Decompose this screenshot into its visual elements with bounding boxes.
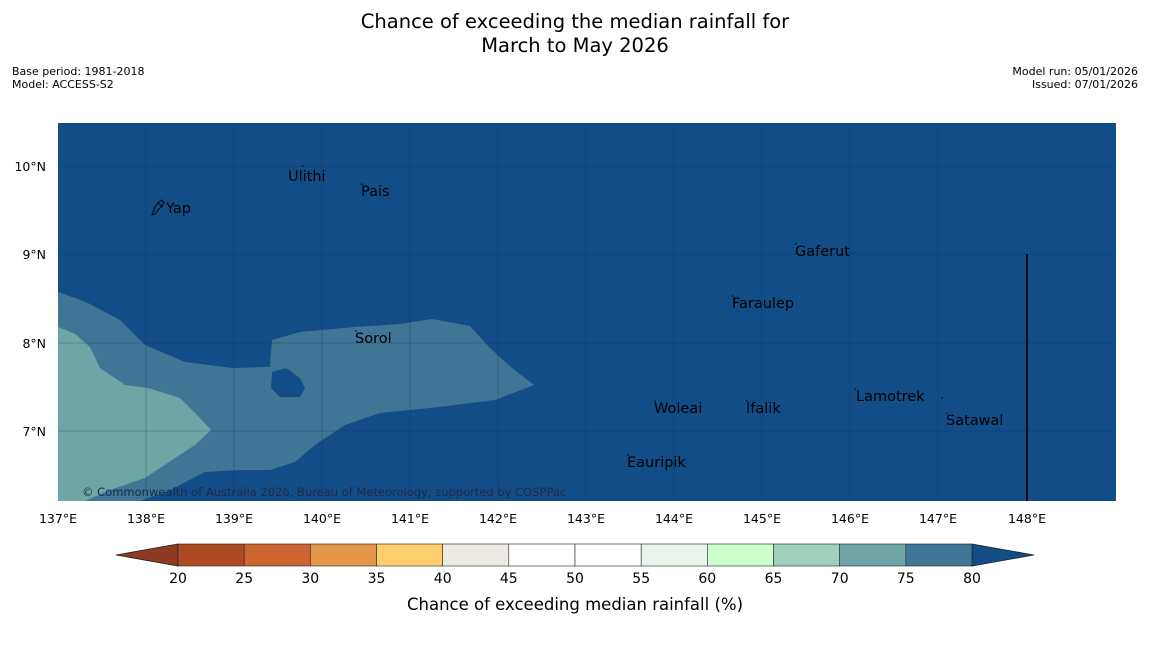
lon-label-146e: 146°E xyxy=(831,511,869,526)
colorbar-segment-25-30 xyxy=(243,543,311,567)
yap-island-outline xyxy=(151,199,165,216)
title-line-1: Chance of exceeding the median rainfall … xyxy=(360,10,790,33)
copyright-text: © Commonwealth of Australia 2026, Bureau… xyxy=(82,485,566,499)
region-70-band xyxy=(58,327,211,501)
colorbar-segment-60-65 xyxy=(706,543,774,567)
place-sorol: Sorol xyxy=(355,331,392,347)
colorbar-segment-65-70 xyxy=(773,543,840,567)
base-period-text: Base period: 1981-2018 xyxy=(12,65,145,78)
lon-label-145e: 145°E xyxy=(743,511,781,526)
longitude-labels: 137°E 138°E 139°E 140°E 141°E 142°E 143°… xyxy=(39,511,1046,526)
place-labels: Ulithi Pais Yap Gaferut Faraulep Sorol L… xyxy=(165,165,1003,471)
lat-label-8n: 8°N xyxy=(22,336,46,351)
colorbar-tick-60: 60 xyxy=(698,571,716,587)
title-line-2: March to May 2026 xyxy=(481,34,669,57)
colorbar-segment-50-55 xyxy=(574,543,642,567)
colorbar-segment-75-80 xyxy=(905,543,973,567)
colorbar-tick-20: 20 xyxy=(169,571,187,587)
place-pais: Pais xyxy=(361,184,390,200)
colorbar-tick-75: 75 xyxy=(897,571,915,587)
colorbar-segments xyxy=(177,543,973,567)
place-yap: Yap xyxy=(165,201,191,217)
colorbar-segment-55-60 xyxy=(640,543,708,567)
place-satawal: Satawal xyxy=(946,413,1003,429)
colorbar-title: Chance of exceeding median rainfall (%) xyxy=(407,595,743,614)
lon-label-137e: 137°E xyxy=(39,511,77,526)
colorbar-segment-40-45 xyxy=(442,543,510,567)
colorbar-tick-70: 70 xyxy=(831,571,849,587)
meta-left: Base period: 1981-2018 Model: ACCESS-S2 xyxy=(12,65,144,91)
meta-right: Model run: 05/01/2026 Issued: 07/01/2026 xyxy=(1012,65,1138,91)
map-area[interactable]: © Commonwealth of Australia 2026, Bureau… xyxy=(58,123,1116,501)
place-ifalik: Ifalik xyxy=(746,401,781,417)
colorbar-segment-20-25 xyxy=(177,543,245,567)
lon-label-138e: 138°E xyxy=(127,511,165,526)
lon-label-139e: 139°E xyxy=(215,511,253,526)
colorbar-tick-55: 55 xyxy=(632,571,650,587)
region-80-pocket xyxy=(271,368,305,397)
colorbar: 20 25 30 35 40 45 50 55 60 65 70 75 80 C… xyxy=(115,543,1035,614)
colorbar-segment-45-50 xyxy=(508,543,576,567)
lon-label-144e: 144°E xyxy=(655,511,693,526)
chart-title: Chance of exceeding the median rainfall … xyxy=(0,10,1150,58)
colorbar-tick-25: 25 xyxy=(235,571,253,587)
colorbar-segment-70-75 xyxy=(839,543,907,567)
colorbar-high-arrow xyxy=(971,543,1035,567)
lon-label-140e: 140°E xyxy=(303,511,341,526)
colorbar-tick-35: 35 xyxy=(368,571,386,587)
lon-label-147e: 147°E xyxy=(919,511,957,526)
colorbar-segment-30-35 xyxy=(309,543,377,567)
lat-label-10n: 10°N xyxy=(14,159,46,174)
lon-label-143e: 143°E xyxy=(567,511,605,526)
colorbar-tick-50: 50 xyxy=(566,571,584,587)
colorbar-tick-40: 40 xyxy=(434,571,452,587)
gridlines xyxy=(58,123,1116,501)
lat-label-9n: 9°N xyxy=(22,247,46,262)
model-text: Model: ACCESS-S2 xyxy=(12,78,114,91)
lon-label-148e: 148°E xyxy=(1008,511,1046,526)
lon-label-142e: 142°E xyxy=(479,511,517,526)
place-eauripik: Eauripik xyxy=(627,455,686,471)
lon-label-141e: 141°E xyxy=(391,511,429,526)
colorbar-tick-45: 45 xyxy=(500,571,518,587)
place-ulithi: Ulithi xyxy=(288,169,326,185)
model-run-text: Model run: 05/01/2026 xyxy=(1012,65,1138,78)
lat-label-7n: 7°N xyxy=(22,424,46,439)
issued-text: Issued: 07/01/2026 xyxy=(1031,78,1138,91)
colorbar-tick-80: 80 xyxy=(963,571,981,587)
place-faraulep: Faraulep xyxy=(732,296,794,312)
colorbar-ticks: 20 25 30 35 40 45 50 55 60 65 70 75 80 xyxy=(169,571,981,587)
place-gaferut: Gaferut xyxy=(795,244,850,260)
place-lamotrek: Lamotrek xyxy=(856,389,925,405)
colorbar-segment-35-40 xyxy=(376,543,443,567)
latitude-labels: 10°N 9°N 8°N 7°N xyxy=(14,159,46,439)
place-woleai: Woleai xyxy=(654,401,702,417)
colorbar-tick-30: 30 xyxy=(301,571,319,587)
colorbar-tick-65: 65 xyxy=(765,571,783,587)
colorbar-low-arrow xyxy=(115,543,179,567)
